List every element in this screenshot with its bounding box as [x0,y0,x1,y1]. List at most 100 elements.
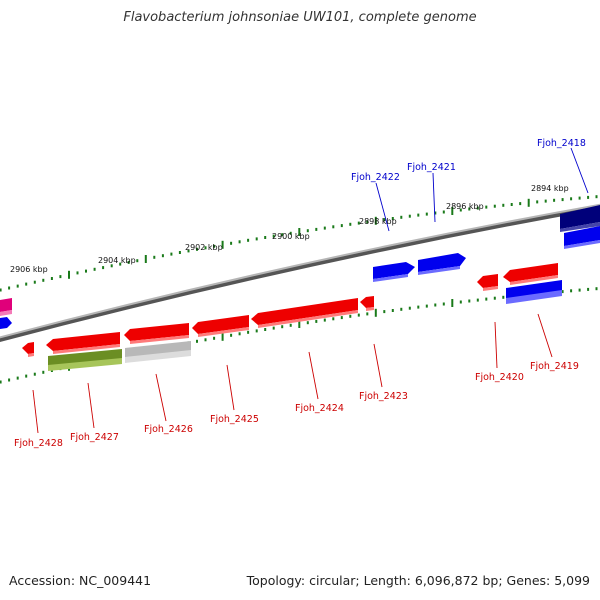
minor-tick [434,211,437,215]
minor-tick [204,338,207,342]
minor-tick [25,374,28,378]
genome-backbone [0,203,600,342]
minor-tick [42,370,45,374]
gene-Fjoh_2419-red[interactable] [503,263,558,285]
minor-tick [247,330,250,334]
minor-tick [332,225,335,229]
minor-tick [306,229,309,233]
minor-tick [561,290,564,294]
minor-tick [502,203,505,207]
gene-label-Fjoh_2421: Fjoh_2421 [407,162,456,173]
minor-tick [119,262,122,266]
minor-tick [417,305,420,309]
minor-tick [213,244,216,248]
minor-tick [315,319,318,323]
minor-tick [434,303,437,307]
gene-left-edge-magenta [0,298,12,316]
minor-tick [476,298,479,302]
gene-labels: Fjoh_2418 Fjoh_2421 Fjoh_2422 Fjoh_2419 … [14,138,586,449]
minor-tick [587,195,590,199]
gene-label-Fjoh_2419: Fjoh_2419 [530,361,579,372]
minor-tick [0,288,2,292]
gene-Fjoh_2425[interactable] [192,315,249,337]
minor-tick [16,284,19,288]
minor-tick [408,306,411,310]
minor-tick [349,314,352,318]
gene-label-Fjoh_2424: Fjoh_2424 [295,403,344,414]
gene-left-edge-blue [0,317,12,329]
minor-tick [425,212,428,216]
gene-label-Fjoh_2427: Fjoh_2427 [70,432,119,443]
gene-Fjoh_2423[interactable] [360,296,374,311]
minor-tick [196,247,198,251]
minor-tick [544,199,547,203]
minor-tick [161,254,164,258]
kbp-scale-labels: 2894 kbp 2896 kbp 2898 kbp 2900 kbp 2902… [10,184,569,274]
major-tick [68,270,70,279]
minor-tick [357,221,360,225]
minor-tick [93,267,96,271]
minor-tick [238,332,241,336]
minor-tick [8,286,11,290]
gene-Fjoh_2428[interactable] [22,342,34,357]
major-tick [451,299,454,307]
gene-label-Fjoh_2428: Fjoh_2428 [14,438,63,449]
label-leaders [32,147,589,434]
minor-tick [127,260,130,264]
gene-Fjoh_2418[interactable] [560,205,600,249]
gene-Fjoh_2421[interactable] [418,253,466,275]
minor-tick [272,234,275,238]
minor-tick [366,220,369,224]
major-tick [374,216,377,225]
minor-tick [578,196,581,200]
major-tick [374,308,377,317]
kbp-label: 2904 kbp [98,256,136,265]
minor-tick [136,259,139,263]
major-tick [298,228,301,236]
minor-tick [493,296,496,300]
major-tick [451,207,454,215]
genome-summary-text: Topology: circular; Length: 6,096,872 bp… [246,573,590,588]
minor-tick [264,236,267,239]
gene-label-Fjoh_2426: Fjoh_2426 [144,424,193,435]
outer-tick-track [0,195,598,292]
minor-tick [595,287,598,291]
gene-Fjoh_2426[interactable] [125,341,191,363]
minor-tick [468,299,471,303]
gene-Fjoh_2427-red[interactable] [46,332,120,354]
accession-text: Accession: NC_009441 [9,573,152,588]
minor-tick [459,300,462,304]
gene-label-Fjoh_2422: Fjoh_2422 [351,172,400,183]
map-title: Flavobacterium johnsoniae UW101, complet… [123,10,477,25]
minor-tick [400,215,403,219]
kbp-label: 2898 kbp [359,217,397,226]
minor-tick [289,231,292,235]
minor-tick [493,204,496,208]
minor-tick [230,241,233,245]
minor-tick [332,317,335,321]
gene-Fjoh_2419[interactable] [506,280,562,304]
reverse-strand-genes [0,263,562,371]
gene-Fjoh_2422[interactable] [373,262,415,282]
minor-tick [417,213,420,217]
gene-Fjoh_2426-red[interactable] [124,323,189,344]
minor-tick [42,278,45,282]
minor-tick [383,310,386,314]
minor-tick [578,288,581,292]
gene-Fjoh_2420[interactable] [477,274,498,291]
minor-tick [281,233,284,237]
minor-tick [570,197,573,201]
gene-Fjoh_2424[interactable] [251,298,358,328]
minor-tick [204,246,207,250]
minor-tick [570,289,573,293]
kbp-label: 2894 kbp [531,184,569,193]
minor-tick [510,203,513,206]
minor-tick [238,240,241,244]
gene-Fjoh_2427[interactable] [48,349,122,371]
minor-tick [425,304,428,308]
minor-tick [25,282,28,286]
minor-tick [468,207,471,211]
gene-label-Fjoh_2425: Fjoh_2425 [210,414,259,425]
